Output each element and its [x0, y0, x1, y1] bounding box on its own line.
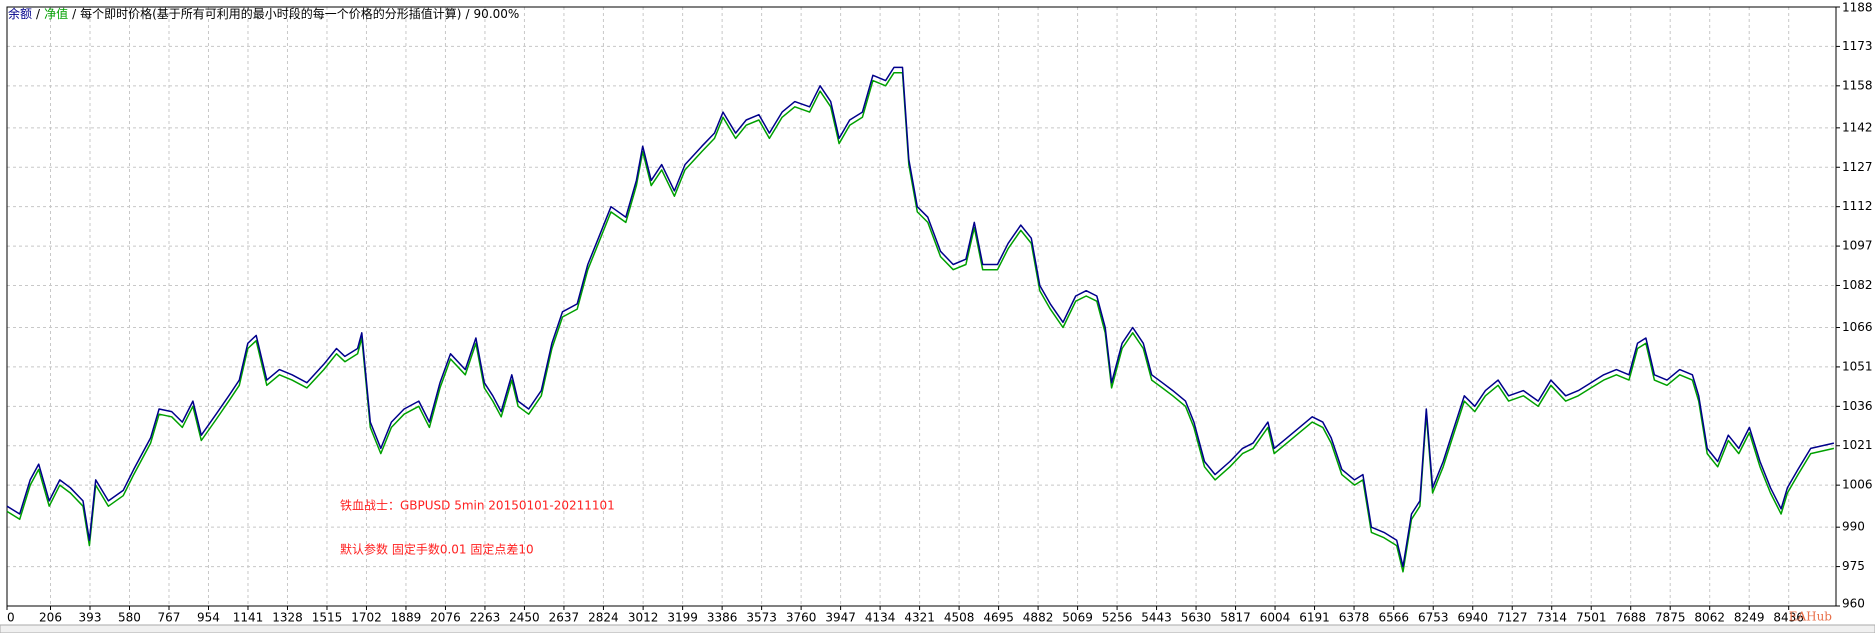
- x-tick-label: 1141: [233, 611, 264, 625]
- series-line: [6, 71, 1835, 573]
- x-tick-label: 767: [158, 611, 181, 625]
- x-tick-label: 4882: [1023, 611, 1054, 625]
- y-tick-label: 1142: [1842, 120, 1873, 134]
- y-tick-label: 1188: [1842, 1, 1873, 15]
- y-tick-label: 1082: [1842, 278, 1873, 292]
- x-tick-label: 2637: [549, 611, 580, 625]
- annotation: 铁血战士：GBPUSD 5min 20150101-20211101: [340, 499, 615, 513]
- x-tick-label: 580: [118, 611, 141, 625]
- x-tick-label: 7875: [1655, 611, 1686, 625]
- y-tick-label: 1036: [1842, 399, 1873, 413]
- x-tick-label: 2824: [588, 611, 619, 625]
- x-tick-label: 5256: [1102, 611, 1133, 625]
- y-tick-label: 1051: [1842, 359, 1873, 373]
- y-tick-label: 1127: [1842, 160, 1873, 174]
- annotation: 默认参数 固定手数0.01 固定点差10: [340, 542, 534, 557]
- x-tick-label: 0: [7, 611, 15, 625]
- x-tick-label: 6753: [1418, 611, 1449, 625]
- x-tick-label: 4508: [944, 611, 975, 625]
- x-tick-label: 7314: [1536, 611, 1567, 625]
- x-tick-label: 4695: [983, 611, 1014, 625]
- legend-entry: 净值: [44, 6, 68, 21]
- header: 余额 / 净值 / 每个即时价格(基于所有可利用的最小时段的每一个价格的分形插值计算) /…: [8, 6, 519, 21]
- y-tick-label: 1097: [1842, 239, 1873, 253]
- x-tick-label: 7501: [1576, 611, 1607, 625]
- x-tick-label: 2263: [470, 611, 501, 625]
- y-tick-label: 1112: [1842, 199, 1873, 213]
- plot-frame: [6, 6, 1837, 607]
- x-tick-label: 1702: [351, 611, 382, 625]
- y-tick-label: 1158: [1842, 78, 1873, 92]
- y-tick-label: 1021: [1842, 438, 1873, 452]
- x-tick-label: 8436: [1773, 611, 1804, 625]
- x-tick-label: 6191: [1299, 611, 1330, 625]
- x-tick-label: 6940: [1457, 611, 1488, 625]
- x-tick-label: 6566: [1378, 611, 1409, 625]
- x-tick-label: 5817: [1220, 611, 1251, 625]
- x-tick-label: 4321: [904, 611, 935, 625]
- subtitle: 每个即时价格(基于所有可利用的最小时段的每一个价格的分形插值计算): [80, 6, 461, 21]
- x-tick-label: 8062: [1694, 611, 1725, 625]
- x-tick-label: 3012: [628, 611, 659, 625]
- x-tick-label: 1515: [312, 611, 343, 625]
- legend-entry: 余额: [8, 6, 32, 21]
- x-tick-label: 4134: [865, 611, 896, 625]
- x-tick-label: 6378: [1339, 611, 1370, 625]
- x-tick-label: 3760: [786, 611, 817, 625]
- x-tick-label: 1328: [272, 611, 303, 625]
- x-tick-label: 393: [79, 611, 102, 625]
- separator: /: [36, 7, 41, 21]
- grid: [6, 6, 1840, 610]
- x-tick-label: 3947: [825, 611, 856, 625]
- x-tick-label: 3386: [707, 611, 738, 625]
- quality: 90.00%: [474, 7, 520, 21]
- x-tick-label: 1889: [391, 611, 422, 625]
- x-tick-label: 3199: [667, 611, 698, 625]
- x-tick-label: 8249: [1734, 611, 1765, 625]
- x-tick-label: 6004: [1260, 611, 1291, 625]
- x-tick-label: 5630: [1181, 611, 1212, 625]
- x-tick-label: 5443: [1141, 611, 1172, 625]
- x-tick-label: 2450: [509, 611, 540, 625]
- y-tick-label: 960: [1842, 597, 1865, 611]
- separator: /: [72, 7, 77, 21]
- x-tick-label: 206: [39, 611, 62, 625]
- x-tick-label: 7688: [1615, 611, 1646, 625]
- x-tick-label: 5069: [1062, 611, 1093, 625]
- y-tick-label: 975: [1842, 559, 1865, 573]
- separator: /: [466, 7, 471, 21]
- series-line: [6, 66, 1835, 568]
- y-tick-label: 1173: [1842, 39, 1873, 53]
- lines: [6, 66, 1835, 573]
- y-tick-label: 1006: [1842, 478, 1873, 492]
- y-tick-label: 1066: [1842, 320, 1873, 334]
- x-tick-label: 954: [197, 611, 220, 625]
- x-tick-label: 7127: [1497, 611, 1528, 625]
- watermark: EAHub: [1789, 610, 1833, 624]
- bottom-bar: [0, 624, 1875, 634]
- x-tick-label: 3573: [746, 611, 777, 625]
- y-tick-label: 990: [1842, 520, 1865, 534]
- x-tick-label: 2076: [430, 611, 461, 625]
